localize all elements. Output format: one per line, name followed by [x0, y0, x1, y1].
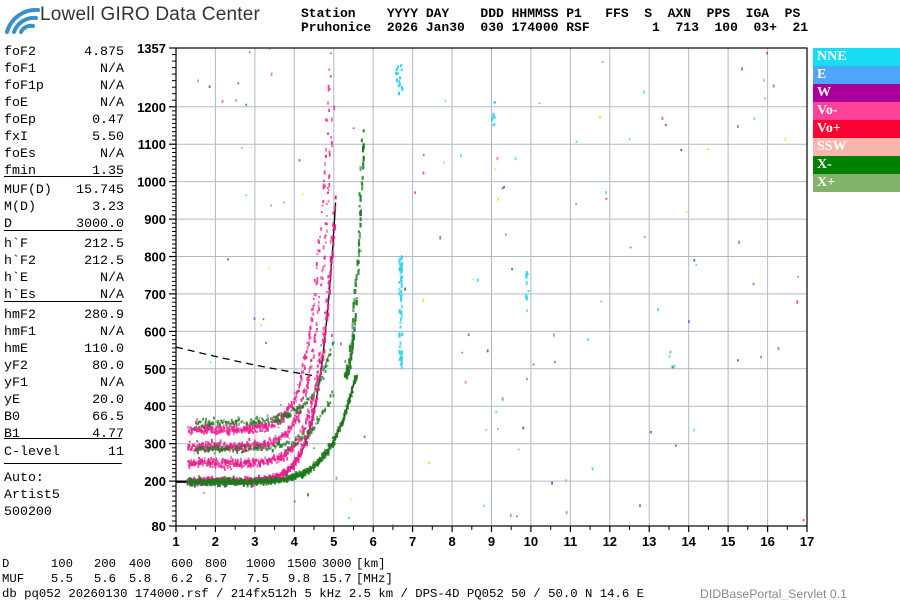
svg-text:8: 8: [448, 534, 455, 549]
svg-text:500: 500: [144, 362, 166, 377]
svg-text:2: 2: [212, 534, 219, 549]
svg-text:10: 10: [524, 534, 538, 549]
svg-text:300: 300: [144, 437, 166, 452]
svg-text:14: 14: [681, 534, 696, 549]
svg-text:1357: 1357: [137, 41, 166, 56]
svg-text:7: 7: [409, 534, 416, 549]
svg-text:4: 4: [291, 534, 299, 549]
svg-text:800: 800: [144, 250, 166, 265]
svg-text:1000: 1000: [137, 175, 166, 190]
svg-text:12: 12: [603, 534, 617, 549]
svg-text:13: 13: [642, 534, 656, 549]
svg-text:9: 9: [488, 534, 495, 549]
svg-text:700: 700: [144, 287, 166, 302]
svg-text:6: 6: [370, 534, 377, 549]
svg-text:1100: 1100: [138, 137, 166, 152]
svg-text:200: 200: [144, 474, 166, 489]
svg-text:17: 17: [800, 534, 814, 549]
svg-text:900: 900: [144, 212, 166, 227]
svg-text:3: 3: [251, 534, 258, 549]
svg-text:600: 600: [144, 324, 166, 339]
svg-text:1: 1: [172, 534, 179, 549]
svg-text:1200: 1200: [137, 100, 166, 115]
svg-text:11: 11: [564, 534, 578, 549]
svg-text:16: 16: [760, 534, 774, 549]
svg-text:15: 15: [721, 534, 735, 549]
svg-text:5: 5: [330, 534, 337, 549]
svg-text:80: 80: [152, 519, 166, 534]
svg-text:400: 400: [144, 399, 166, 414]
